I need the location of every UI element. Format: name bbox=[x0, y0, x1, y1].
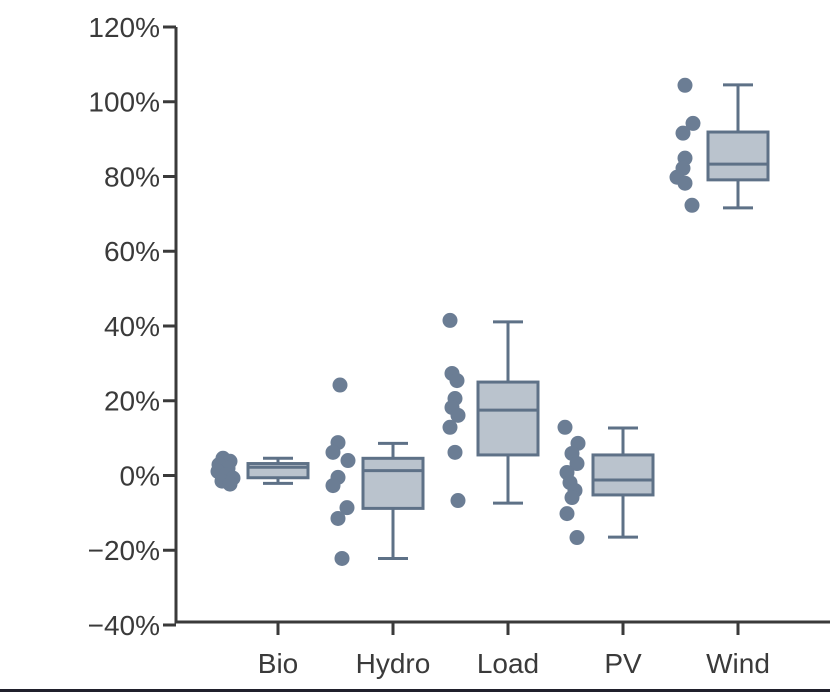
y-axis: 120% 100% 80% 60% 40% 20% 0% −20% −40% bbox=[88, 12, 176, 641]
box-plot bbox=[706, 83, 770, 210]
data-point bbox=[449, 373, 465, 389]
data-point bbox=[677, 77, 693, 93]
x-tick-label-hydro: Hydro bbox=[356, 648, 431, 679]
x-tick-label-pv: PV bbox=[604, 648, 642, 679]
y-tick-label: 60% bbox=[104, 236, 160, 267]
data-point bbox=[332, 377, 348, 393]
box-plot bbox=[476, 320, 540, 505]
data-point bbox=[684, 197, 700, 213]
x-tick-label-load: Load bbox=[477, 648, 539, 679]
data-point bbox=[447, 444, 463, 460]
series-pv bbox=[557, 419, 655, 546]
box-plot bbox=[591, 426, 655, 539]
data-points bbox=[210, 450, 241, 492]
y-tick-label: 80% bbox=[104, 161, 160, 192]
data-point bbox=[222, 476, 238, 492]
data-point bbox=[325, 444, 341, 460]
data-point bbox=[334, 550, 350, 566]
data-point bbox=[442, 419, 458, 435]
data-point bbox=[330, 510, 346, 526]
box-plot bbox=[246, 456, 310, 485]
series-load bbox=[442, 312, 540, 509]
data-point bbox=[450, 493, 466, 509]
y-tick-label: 20% bbox=[104, 386, 160, 417]
y-tick-label: −20% bbox=[88, 535, 160, 566]
data-point bbox=[569, 456, 585, 472]
y-tick-label: 100% bbox=[88, 87, 160, 118]
y-tick-label: 0% bbox=[120, 460, 160, 491]
data-points bbox=[557, 419, 586, 546]
data-points bbox=[325, 377, 356, 566]
data-point bbox=[450, 407, 466, 423]
page-bottom-rule bbox=[0, 689, 830, 692]
data-point bbox=[325, 478, 341, 494]
y-tick-label: 40% bbox=[104, 311, 160, 342]
box-plot bbox=[361, 441, 425, 560]
data-point bbox=[557, 419, 573, 435]
series-hydro bbox=[325, 377, 425, 566]
series-wind bbox=[669, 77, 770, 213]
data-point bbox=[564, 490, 580, 506]
x-tick-label-bio: Bio bbox=[258, 648, 298, 679]
data-point bbox=[559, 506, 575, 522]
data-points bbox=[442, 312, 466, 509]
data-point bbox=[339, 500, 355, 516]
iqr-box bbox=[706, 130, 770, 182]
data-point bbox=[677, 175, 693, 191]
x-axis: Bio Hydro Load PV Wind bbox=[258, 622, 770, 679]
data-point bbox=[442, 312, 458, 328]
data-point bbox=[569, 530, 585, 546]
series-bio bbox=[210, 450, 310, 492]
data-points bbox=[669, 77, 701, 213]
iqr-box bbox=[246, 462, 310, 480]
iqr-box bbox=[591, 453, 655, 497]
data-point bbox=[685, 115, 701, 131]
y-tick-label: −40% bbox=[88, 610, 160, 641]
data-point bbox=[340, 453, 356, 469]
x-tick-label-wind: Wind bbox=[706, 648, 770, 679]
y-tick-label: 120% bbox=[88, 12, 160, 43]
iqr-box bbox=[361, 456, 425, 510]
data-point bbox=[675, 125, 691, 141]
iqr-box bbox=[476, 380, 540, 457]
